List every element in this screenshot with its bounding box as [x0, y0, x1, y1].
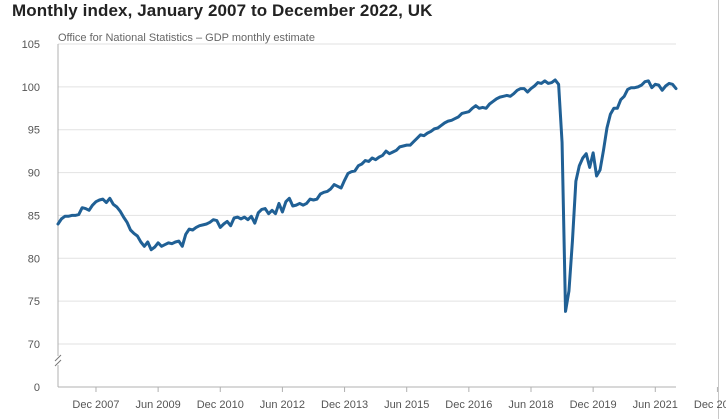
x-tick-label: Jun 2009 [135, 399, 180, 411]
axes [54, 44, 62, 387]
x-tick-label: Jun 2018 [508, 399, 553, 411]
y-tick-label: 75 [28, 296, 40, 308]
x-tick-label: Dec 2007 [72, 399, 119, 411]
x-tick-label: Jun 2015 [384, 399, 429, 411]
x-tick-label: Dec 2010 [197, 399, 244, 411]
y-tick-label: 80 [28, 253, 40, 265]
y-tick-label: 0 [34, 382, 40, 394]
x-tick-label: Dec 2019 [570, 399, 617, 411]
y-tick-label: 95 [28, 125, 40, 137]
gridlines [58, 43, 676, 388]
x-tick-label: Dec 2022 [694, 399, 726, 411]
legend: Office for National Statistics – GDP mon… [58, 32, 315, 44]
y-tick-label: 100 [22, 82, 40, 94]
x-axis-ticks: Dec 2007 Jun 2009 Dec 2010 Jun 2012 Dec 2013… [72, 387, 726, 411]
y-axis-ticks: 0 70 75 80 85 90 95 100 105 [22, 39, 40, 394]
y-tick-label: 105 [22, 39, 40, 51]
chart-title: Monthly index, January 2007 to December … [12, 1, 433, 20]
x-tick-label: Dec 2016 [445, 399, 492, 411]
axis-break-mark [54, 359, 62, 367]
y-tick-label: 70 [28, 339, 40, 351]
x-tick-label: Dec 2013 [321, 399, 368, 411]
series-lines [56, 78, 678, 313]
axis-break-mark [54, 354, 62, 362]
series-line [56, 78, 678, 313]
x-tick-label: Jun 2021 [633, 399, 678, 411]
axis-break-gap [54, 356, 62, 365]
legend-label: Office for National Statistics – GDP mon… [58, 32, 315, 44]
y-tick-label: 85 [28, 210, 40, 222]
y-tick-label: 90 [28, 168, 40, 180]
x-tick-label: Jun 2012 [260, 399, 305, 411]
